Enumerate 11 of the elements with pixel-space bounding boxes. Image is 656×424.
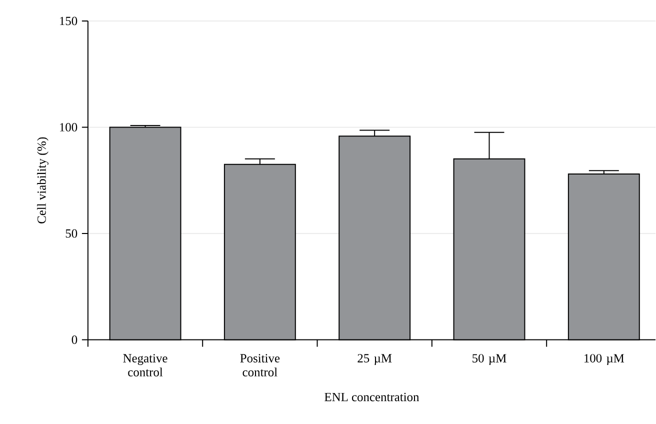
x-tick-label: Positive control [240, 354, 280, 377]
y-tick-label: 100 [60, 123, 78, 132]
x-axis-title: ENL concentration [324, 393, 420, 402]
x-tick-label: 50 µM [472, 354, 506, 366]
y-tick-label: 0 [72, 336, 78, 344]
y-tick-label: 50 [66, 229, 78, 238]
y-tick-label: 150 [60, 16, 78, 26]
x-tick-label: 100 µM [584, 354, 624, 366]
x-tick-label: 25 µM [358, 354, 392, 366]
x-tick-label: Negative control [123, 354, 168, 377]
y-axis-title: Cell viability (%) [37, 138, 48, 224]
